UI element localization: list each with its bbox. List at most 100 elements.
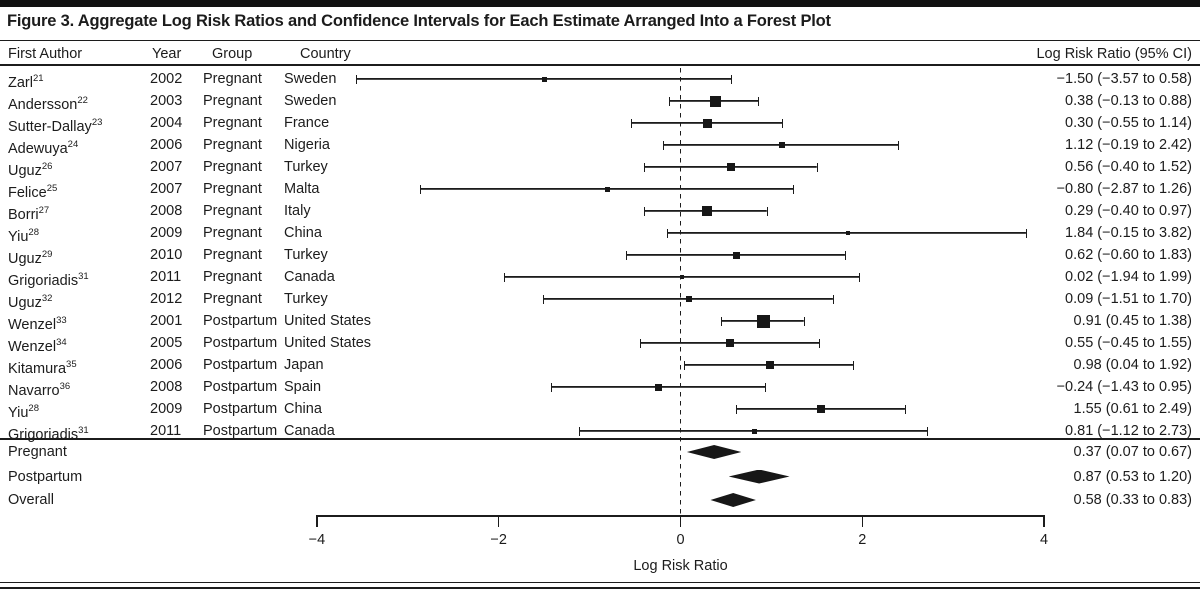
study-year: 2008 <box>150 203 183 219</box>
study-author: Andersson22 <box>8 95 88 113</box>
study-year: 2011 <box>150 269 182 285</box>
point-estimate-marker <box>701 206 712 216</box>
study-country: Malta <box>284 181 320 197</box>
study-value-label: 1.84 (−0.15 to 3.82) <box>1065 225 1192 241</box>
figure-bottom-rule-1 <box>0 582 1200 583</box>
zero-reference-dashed-line <box>679 68 682 514</box>
study-author: Uguz29 <box>8 249 53 267</box>
summary-value-label: 0.58 (0.33 to 0.83) <box>1073 492 1193 508</box>
study-value-label: 1.55 (0.61 to 2.49) <box>1073 401 1193 417</box>
point-estimate-marker <box>751 428 757 434</box>
rule-above-summary <box>0 438 1200 440</box>
study-author: Zarl21 <box>8 73 44 91</box>
study-author: Grigoriadis31 <box>8 271 89 289</box>
column-header-log-risk-ratio: Log Risk Ratio (95% CI) <box>1036 46 1192 62</box>
study-ref-superscript: 31 <box>78 271 89 282</box>
study-country: Turkey <box>284 247 328 263</box>
study-value-label: 1.12 (−0.19 to 2.42) <box>1065 137 1192 153</box>
study-year: 2009 <box>150 401 183 417</box>
study-group: Pregnant <box>203 93 262 109</box>
x-axis-tick-label: 0 <box>676 532 685 548</box>
summary-label: Overall <box>8 492 54 508</box>
point-estimate-marker <box>709 95 721 107</box>
study-year: 2007 <box>150 159 183 175</box>
x-axis-tick-label: 2 <box>858 532 867 548</box>
figure-title: Figure 3. Aggregate Log Risk Ratios and … <box>7 12 831 30</box>
study-ref-superscript: 25 <box>46 183 58 194</box>
study-group: Pregnant <box>203 71 262 87</box>
rule-under-title <box>0 40 1200 41</box>
study-year: 2009 <box>150 225 183 241</box>
column-header-country: Country <box>300 46 351 62</box>
study-year: 2005 <box>150 335 183 351</box>
study-ref-superscript: 33 <box>56 315 67 326</box>
rule-under-headers <box>0 64 1200 66</box>
study-ref-superscript: 34 <box>56 337 67 348</box>
study-group: Pregnant <box>203 203 262 219</box>
study-country: Spain <box>284 379 322 395</box>
study-country: Turkey <box>284 159 328 175</box>
column-header-group: Group <box>212 46 253 62</box>
summary-value-label: 0.87 (0.53 to 1.20) <box>1073 468 1193 485</box>
study-ref-superscript: 26 <box>41 161 53 172</box>
study-group: Pregnant <box>203 225 262 241</box>
study-author: Wenzel33 <box>8 315 67 333</box>
study-country: Canada <box>284 423 335 439</box>
study-value-label: 0.81 (−1.12 to 2.73) <box>1065 423 1192 439</box>
study-group: Postpartum <box>203 335 278 351</box>
study-group: Postpartum <box>203 423 278 439</box>
figure-top-bar <box>0 0 1200 7</box>
study-value-label: 0.29 (−0.40 to 0.97) <box>1065 203 1192 219</box>
study-year: 2006 <box>150 357 183 373</box>
study-country: Canada <box>284 269 335 285</box>
study-group: Postpartum <box>203 379 278 395</box>
point-estimate-marker <box>541 76 547 82</box>
study-author: Adewuya24 <box>8 139 79 157</box>
study-value-label: 0.02 (−1.94 to 1.99) <box>1065 269 1192 285</box>
summary-label: Postpartum <box>8 468 83 485</box>
study-author: Navarro36 <box>8 381 71 399</box>
x-axis-title: Log Risk Ratio <box>633 558 728 574</box>
study-group: Postpartum <box>203 313 278 329</box>
summary-label: Pregnant <box>8 444 67 460</box>
study-value-label: 0.30 (−0.55 to 1.14) <box>1065 115 1192 131</box>
study-group: Pregnant <box>203 181 262 197</box>
study-value-label: 0.38 (−0.13 to 0.88) <box>1065 93 1192 109</box>
point-estimate-marker <box>817 405 826 413</box>
study-ref-superscript: 28 <box>28 227 39 238</box>
study-country: China <box>284 401 322 417</box>
study-ref-superscript: 35 <box>66 359 77 370</box>
study-author: Wenzel34 <box>8 337 67 355</box>
summary-diamond <box>686 445 742 459</box>
study-ref-superscript: 21 <box>32 73 44 84</box>
point-estimate-marker <box>733 251 741 259</box>
study-year: 2004 <box>150 115 183 131</box>
study-year: 2008 <box>150 379 183 395</box>
study-ref-superscript: 27 <box>38 205 50 216</box>
point-estimate-marker <box>765 361 774 369</box>
x-axis-tick <box>861 515 864 527</box>
x-axis-tick-label: 4 <box>1040 532 1049 548</box>
summary-diamond <box>728 469 790 484</box>
x-axis-tick <box>316 515 318 527</box>
point-estimate-marker <box>726 339 735 347</box>
study-country: Sweden <box>284 93 337 109</box>
point-estimate-marker <box>605 186 611 192</box>
x-axis-tick <box>497 515 500 527</box>
study-ref-superscript: 36 <box>59 381 71 392</box>
study-country: Japan <box>284 357 324 373</box>
point-estimate-marker <box>845 231 850 235</box>
study-year: 2007 <box>150 181 183 197</box>
x-axis-tick <box>1043 515 1045 527</box>
study-value-label: −0.24 (−1.43 to 0.95) <box>1056 379 1192 395</box>
study-year: 2002 <box>150 71 183 87</box>
study-author: Uguz26 <box>8 161 53 179</box>
study-ref-superscript: 28 <box>28 403 39 414</box>
study-value-label: −1.50 (−3.57 to 0.58) <box>1056 71 1192 87</box>
study-group: Postpartum <box>203 401 278 417</box>
study-value-label: −0.80 (−2.87 to 1.26) <box>1056 181 1192 197</box>
study-country: Nigeria <box>284 137 330 153</box>
study-value-label: 0.09 (−1.51 to 1.70) <box>1065 291 1192 307</box>
study-country: Turkey <box>284 291 328 307</box>
